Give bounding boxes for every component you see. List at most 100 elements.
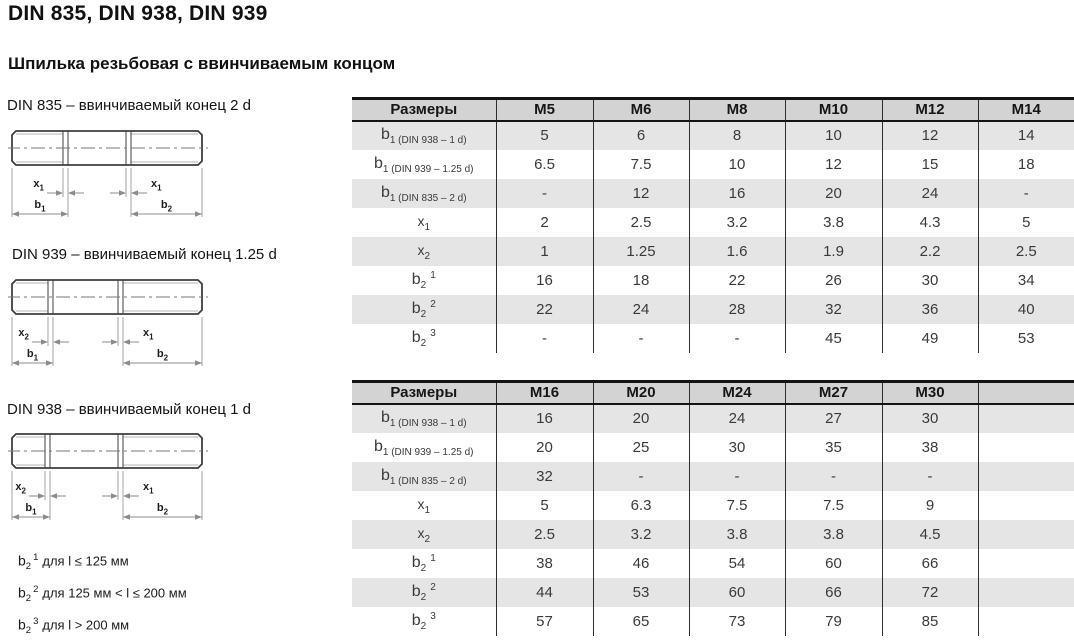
column-header: M8: [688, 98, 785, 122]
footnote-symbol: b: [18, 616, 26, 633]
header-row: Размеры M5 M6 M8 M10 M12 M14: [352, 98, 1074, 122]
table-cell: 26: [784, 265, 882, 295]
table-cell: -: [592, 323, 689, 353]
table-cell: 1: [495, 236, 593, 266]
table-row: b1 (DIN 835 – 2 d) 32- - - -: [352, 461, 1074, 491]
table-row: b23 57 65 73 79 85: [352, 606, 1074, 636]
table-cell: 1.9: [784, 236, 882, 266]
table-cell: 46: [592, 548, 689, 578]
row-label: b1 (DIN 938 – 1 d): [380, 126, 467, 146]
column-header: [977, 381, 1074, 405]
din939-stud-drawing: x2 b1 x1 b2: [6, 270, 213, 370]
table-cell: [977, 606, 1074, 636]
column-header: M16: [495, 381, 593, 405]
row-label: x1: [417, 495, 431, 516]
table-cell: 34: [977, 265, 1074, 295]
table-row: b1 (DIN 938 – 1 d) 16 20 24 27 30: [352, 403, 1074, 433]
footnote-text: для 125 мм < l ≤ 200 мм: [42, 585, 187, 601]
dim-label: x2: [18, 327, 29, 342]
table-cell: 2.5: [495, 519, 593, 549]
table-cell: 2.5: [592, 207, 689, 237]
table-cell: 12: [881, 120, 978, 150]
table-cell: 5: [495, 120, 593, 150]
table-cell: 36: [881, 294, 978, 324]
table-row: x1 2 2.5 3.2 3.8 4.3 5: [352, 207, 1074, 237]
table-cell: 30: [688, 432, 785, 462]
table-cell: 85: [881, 606, 978, 636]
table-cell: 65: [592, 606, 689, 636]
table-cell: 7.5: [688, 490, 785, 520]
table-cell: 20: [784, 178, 882, 208]
row-label: b22: [411, 581, 436, 603]
table-cell: 2: [495, 207, 593, 237]
table-row: b1 (DIN 939 – 1.25 d) 6.5 7.5 10 12 15 18: [352, 149, 1074, 179]
dim-label: x1: [143, 327, 154, 342]
table-cell: 2.2: [881, 236, 978, 266]
table-row: b22 44 53 60 66 72: [352, 577, 1074, 607]
dim-label: b1: [34, 199, 46, 214]
din938-stud-drawing: x2 b1 x1 b2: [6, 424, 213, 524]
table-row: b21 38 46 54 60 66: [352, 548, 1074, 578]
table-cell: 32: [784, 294, 882, 324]
table-row: b22 22 24 28 32 36 40: [352, 294, 1074, 324]
row-label: b1 (DIN 939 – 1.25 d): [373, 154, 474, 175]
table-cell: [977, 548, 1074, 578]
sizes-header: Размеры: [352, 98, 496, 122]
footnote-text: для l ≤ 125 мм: [42, 553, 129, 569]
table-row: x2 2.5 3.2 3.8 3.8 4.5: [352, 519, 1074, 549]
row-label: b21: [411, 552, 436, 574]
table-cell: 1.6: [688, 236, 785, 266]
table-cell: 15: [881, 149, 978, 179]
table-cell: 25: [592, 432, 689, 462]
table-cell: 24: [688, 403, 785, 433]
row-label: b1 (DIN 835 – 2 d): [380, 466, 467, 487]
table-cell: 66: [784, 577, 882, 607]
table-row: b1 (DIN 939 – 1.25 d) 20 25 30 35 38: [352, 432, 1074, 462]
table-cell: 72: [881, 577, 978, 607]
table-cell: -: [688, 461, 785, 491]
table-cell: 20: [592, 403, 689, 433]
size-table-m16-m30: Размеры M16 M20 M24 M27 M30 b1 (DIN 938 – 1 d)…: [352, 380, 1074, 636]
table-cell: 16: [495, 403, 593, 433]
row-label: x2: [417, 524, 431, 545]
dim-label: x1: [151, 178, 162, 193]
table-cell: 20: [495, 432, 593, 462]
table-cell: 10: [688, 149, 785, 179]
table-cell: 16: [688, 178, 785, 208]
table-cell: 14: [977, 120, 1074, 150]
table-cell: 66: [881, 548, 978, 578]
footnote-text: для l > 200 мм: [42, 617, 130, 633]
table-cell: 28: [688, 294, 785, 324]
table-cell: 5: [977, 207, 1074, 237]
table-cell: 2.5: [977, 236, 1074, 266]
table-cell: 32: [495, 461, 593, 491]
row-label: b1 (DIN 938 – 1 d): [380, 409, 467, 429]
table-cell: 30: [881, 403, 978, 433]
table-cell: -: [688, 323, 785, 353]
table-row: x1 5 6.3 7.5 7.5 9: [352, 490, 1074, 520]
table-cell: 12: [784, 149, 882, 179]
table-cell: 24: [881, 178, 978, 208]
footnote-b2-1: b21 для l ≤ 125 мм: [18, 552, 129, 572]
table-cell: 60: [688, 577, 785, 607]
table-cell: 9: [881, 490, 978, 520]
table-cell: 3.2: [688, 207, 785, 237]
table-cell: 24: [592, 294, 689, 324]
table-cell: 57: [495, 606, 593, 636]
table-cell: -: [495, 178, 593, 208]
table-cell: 49: [881, 323, 978, 353]
row-label: x1: [417, 212, 431, 233]
row-label: b23: [411, 610, 436, 632]
table-cell: 6: [592, 120, 689, 150]
table-row: b21 16 18 22 26 30 34: [352, 265, 1074, 295]
row-label: b1 (DIN 835 – 2 d): [380, 183, 467, 204]
dim-label: b1: [25, 502, 37, 517]
table-row: b23- - -45 49 53: [352, 323, 1074, 353]
table-cell: [977, 577, 1074, 607]
table-cell: 7.5: [784, 490, 882, 520]
drawing-caption-din939: DIN 939 – ввинчиваемый конец 1.25 d: [12, 246, 277, 263]
table-cell: 3.8: [784, 519, 882, 549]
table-cell: 79: [784, 606, 882, 636]
row-label: b21: [411, 269, 436, 291]
